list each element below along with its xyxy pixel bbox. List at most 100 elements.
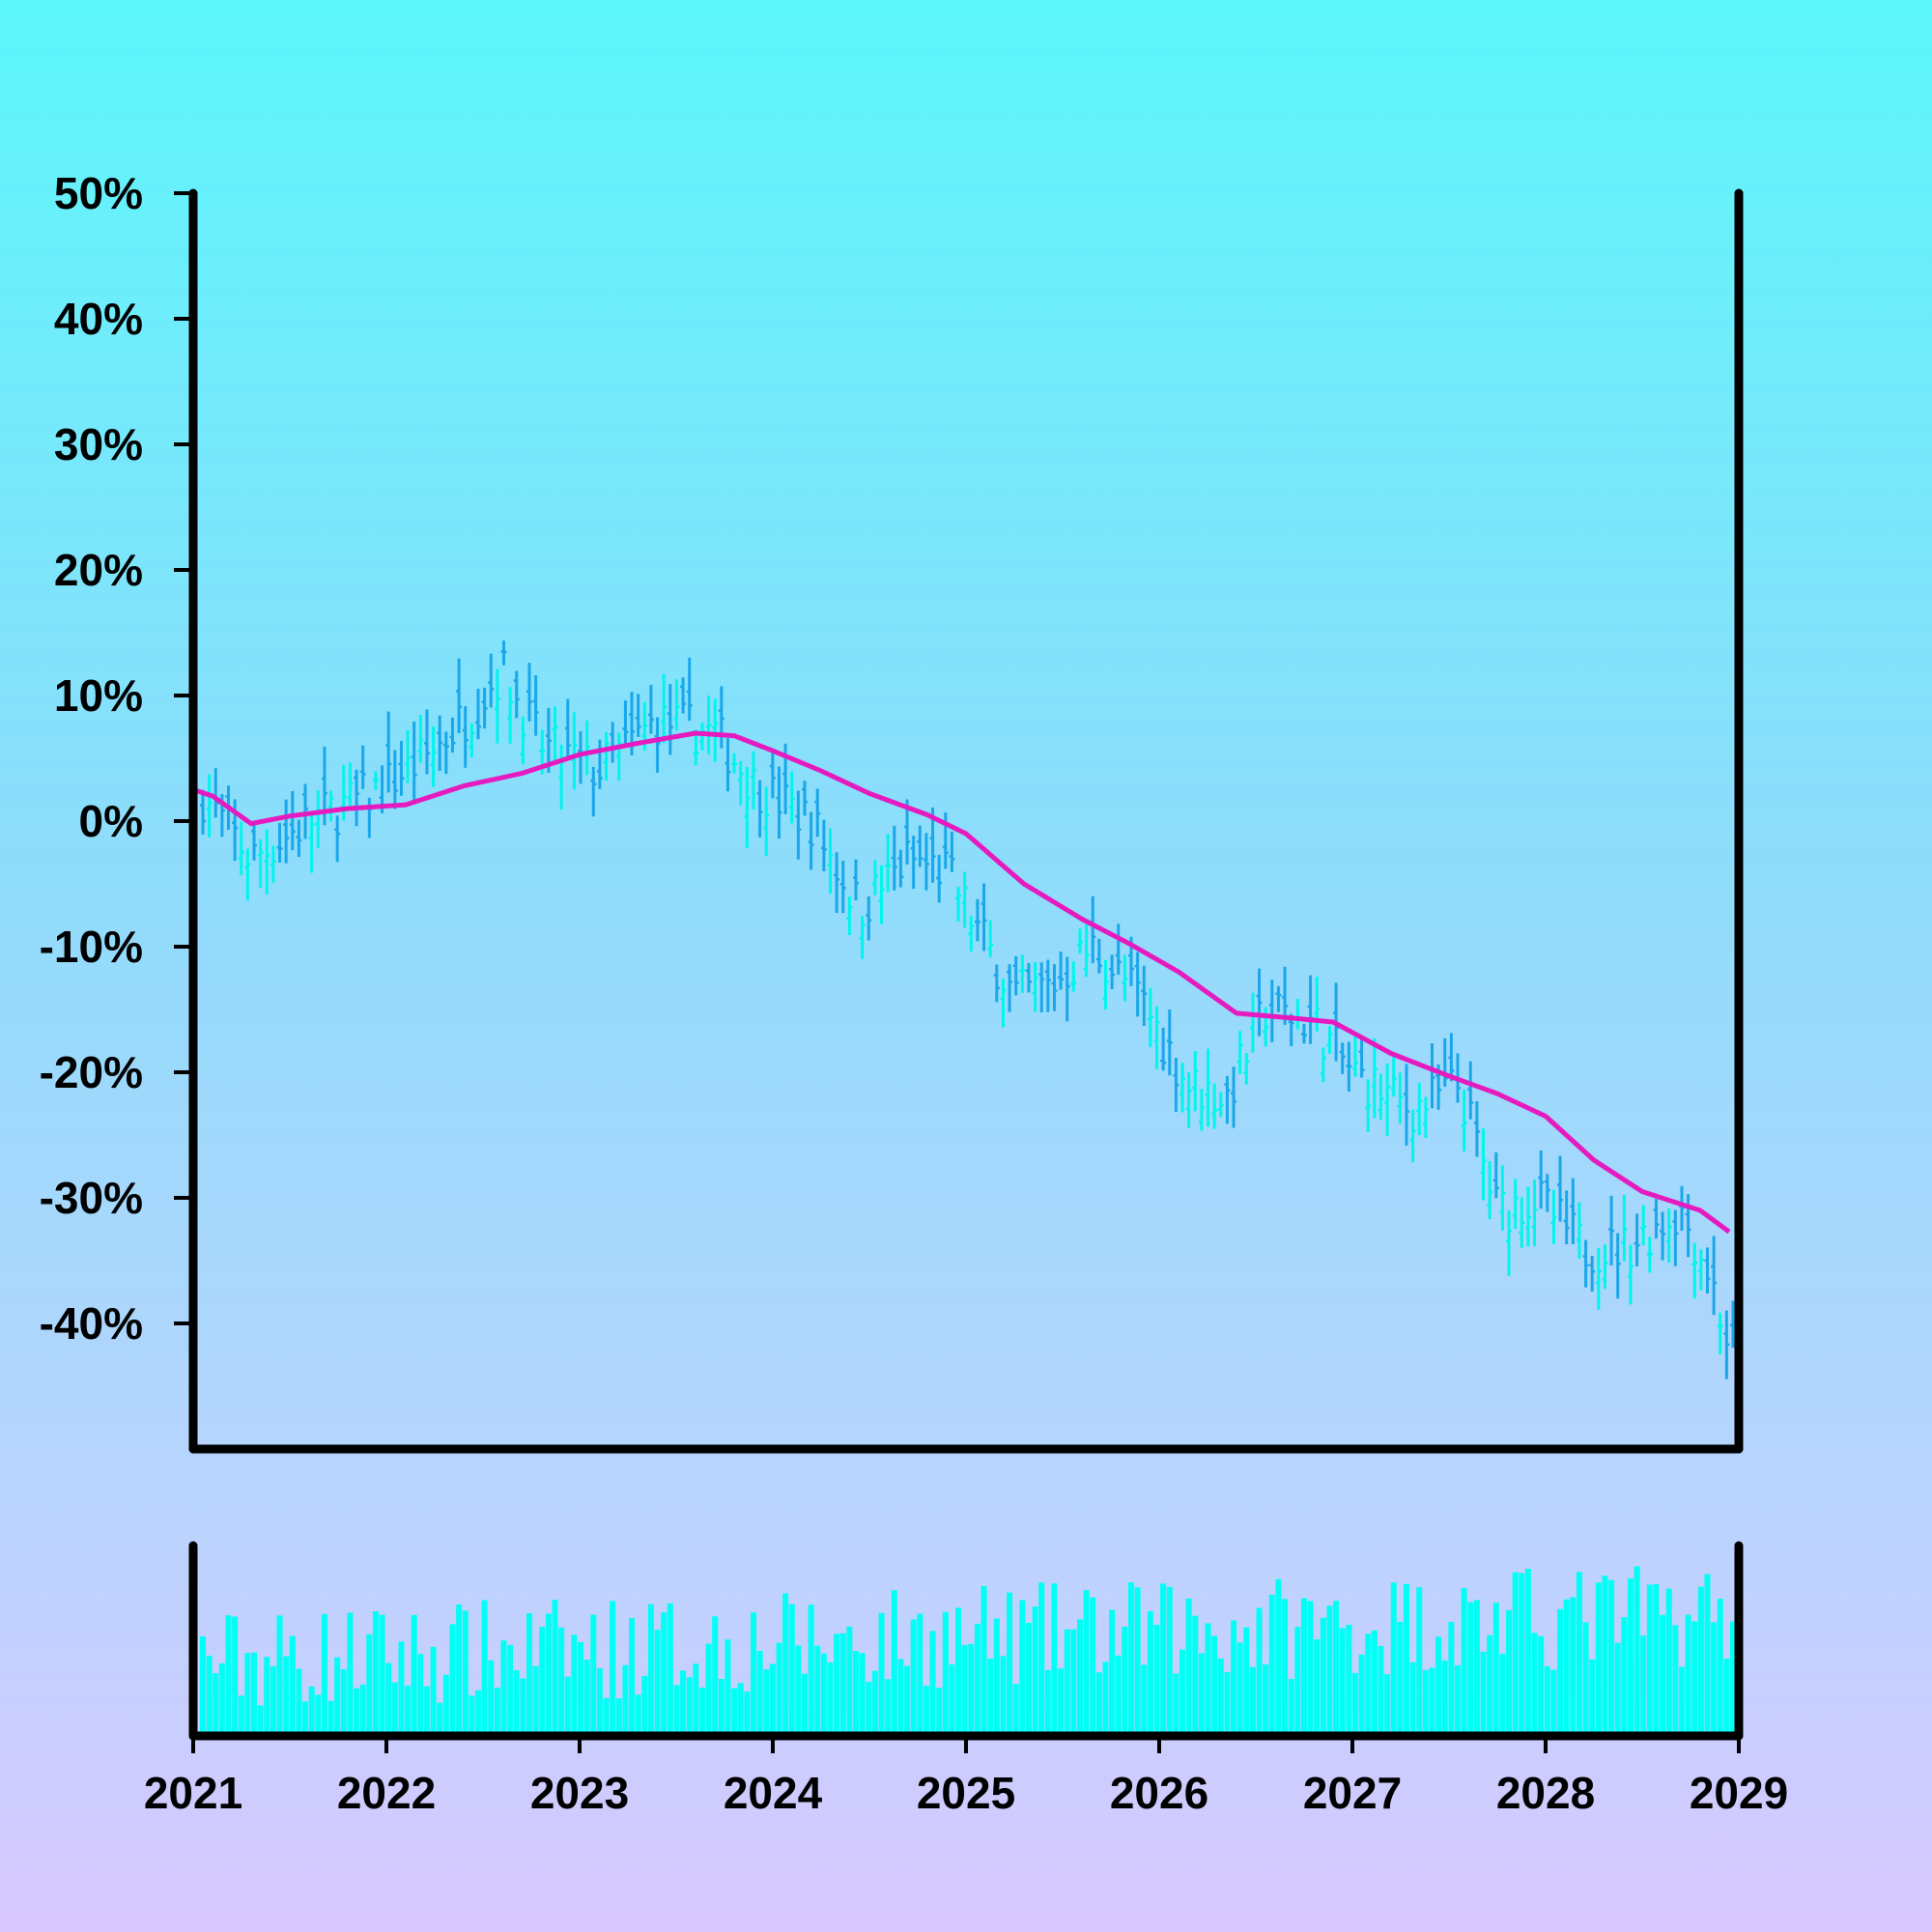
ohlc-bar: [405, 729, 412, 783]
ohlc-bar: [302, 783, 309, 839]
volume-bar: [667, 1603, 673, 1736]
ohlc-bar: [474, 689, 481, 740]
volume-bar: [1243, 1627, 1250, 1736]
ohlc-bar: [661, 673, 668, 744]
x-tick-label: 2021: [144, 1768, 242, 1818]
volume-bar: [578, 1641, 584, 1736]
axis-frames: [188, 188, 1744, 1741]
volume-bar: [834, 1634, 840, 1736]
volume-bar: [1685, 1614, 1691, 1736]
ohlc-bar: [987, 920, 994, 958]
volume-bar: [980, 1585, 987, 1736]
ohlc-bar: [1441, 1037, 1448, 1088]
ohlc-bar: [507, 687, 514, 744]
ohlc-bar: [801, 781, 808, 816]
volume-bar: [1051, 1583, 1058, 1736]
ohlc-bar: [1205, 1048, 1211, 1127]
volume-bar: [923, 1686, 929, 1736]
y-tick-label: -40%: [40, 1298, 143, 1349]
ohlc-bar: [1217, 1092, 1224, 1118]
ohlc-bar: [1351, 1031, 1358, 1077]
ohlc-bar: [1268, 980, 1275, 1042]
ohlc-bar: [1499, 1165, 1506, 1231]
volume-bar: [1538, 1635, 1545, 1736]
volume-bar: [1346, 1624, 1352, 1736]
ohlc-bar: [897, 849, 904, 888]
ohlc-bar: [968, 916, 975, 952]
volume-bar: [1665, 1588, 1672, 1736]
ohlc-bar: [1256, 968, 1263, 1037]
ohlc-bar: [1141, 965, 1148, 1027]
ohlc-bar: [1185, 1071, 1192, 1128]
ohlc-bar: [1320, 1047, 1326, 1083]
volume-bar: [327, 1700, 334, 1736]
volume-bar: [1441, 1661, 1448, 1736]
volume-bar: [853, 1651, 860, 1736]
volume-bar: [1358, 1654, 1365, 1736]
volume-bar: [891, 1590, 897, 1736]
ohlc-bar: [603, 732, 610, 781]
ohlc-bar: [756, 780, 763, 838]
volume-bar: [526, 1613, 533, 1736]
volume-bar: [718, 1678, 724, 1736]
volume-bar: [1384, 1674, 1391, 1736]
ohlc-bar: [1153, 1006, 1160, 1069]
volume-bar: [686, 1677, 693, 1736]
y-tick-label: 30%: [54, 419, 143, 469]
ohlc-bar: [1339, 1042, 1346, 1074]
volume-bar: [955, 1607, 962, 1736]
ohlc-bar: [423, 709, 430, 775]
volume-bar: [1563, 1599, 1570, 1736]
ohlc-bar: [1691, 1242, 1698, 1299]
volume-bar: [1467, 1602, 1474, 1736]
volume-bar: [1076, 1619, 1083, 1736]
volume-bar: [1134, 1587, 1141, 1736]
volume-bar: [1058, 1668, 1065, 1736]
ohlc-bar: [955, 887, 962, 922]
ohlc-bar: [853, 859, 860, 901]
ohlc-bar: [1448, 1033, 1455, 1082]
y-tick-label: 0%: [79, 796, 143, 846]
ohlc-bar: [1236, 1031, 1243, 1074]
volume-bar: [1492, 1603, 1499, 1736]
ohlc-bar: [878, 865, 885, 924]
ohlc-bar: [1461, 1089, 1467, 1151]
volume-bar: [1448, 1621, 1455, 1736]
y-tick-label: -20%: [40, 1047, 143, 1097]
ohlc-bar: [327, 790, 334, 822]
ohlc-bar: [359, 745, 366, 789]
volume-bar: [1455, 1664, 1462, 1736]
volume-bar: [1550, 1669, 1557, 1736]
ohlc-bar: [622, 700, 629, 744]
volume-bar: [238, 1695, 244, 1736]
ohlc-bar: [1064, 956, 1070, 1022]
volume-bar: [1704, 1574, 1711, 1736]
ohlc-bar: [827, 828, 834, 895]
volume-bar: [513, 1669, 520, 1736]
ohlc-bar: [1211, 1083, 1218, 1129]
volume-bar: [1621, 1617, 1628, 1736]
ohlc-bars: [200, 640, 1736, 1379]
volume-bar: [603, 1697, 610, 1736]
ohlc-bar: [839, 861, 846, 914]
ohlc-bar: [724, 737, 731, 792]
volume-bar: [1487, 1634, 1493, 1736]
volume-bar: [936, 1688, 943, 1736]
ohlc-bar: [680, 677, 687, 714]
ohlc-bar: [693, 729, 699, 766]
volume-bar: [474, 1690, 481, 1736]
ohlc-bar: [520, 716, 526, 765]
volume-bar: [820, 1653, 827, 1736]
y-axis-ticks: 50% 40% 30% 20% 10% 0% -10% -20% -30% -40%: [40, 168, 193, 1349]
ohlc-bar: [1646, 1236, 1653, 1273]
ohlc-bar: [686, 657, 693, 722]
volume-bar: [1090, 1597, 1096, 1736]
ohlc-bar: [846, 896, 853, 935]
ohlc-bar: [1365, 1079, 1372, 1133]
ohlc-bar: [1192, 1051, 1199, 1112]
volume-bar: [1236, 1642, 1243, 1736]
ohlc-bar: [1653, 1199, 1660, 1239]
volume-bar: [539, 1627, 546, 1736]
ohlc-bar: [1576, 1202, 1582, 1259]
